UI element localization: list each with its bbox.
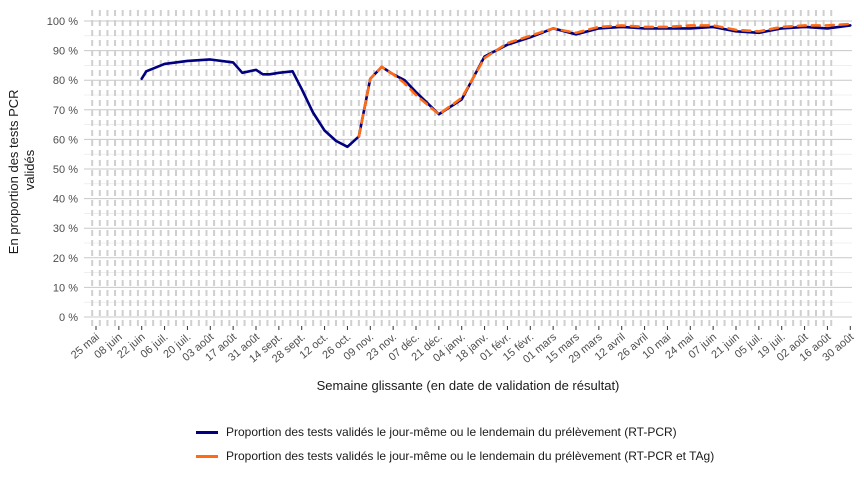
series-line-rtpcr bbox=[140, 24, 852, 149]
legend-item-rtpcr: Proportion des tests validés le jour-mêm… bbox=[196, 420, 714, 444]
y-tick-label: 10 % bbox=[53, 282, 78, 294]
series-layer bbox=[140, 22, 852, 149]
y-tick-label: 90 % bbox=[53, 46, 78, 58]
y-tick-label: 60 % bbox=[53, 134, 78, 146]
y-tick-label: 100 % bbox=[47, 16, 78, 28]
y-tick-label: 70 % bbox=[53, 105, 78, 117]
legend-swatch-rtpcr-tag bbox=[196, 454, 218, 458]
y-tick-label: 80 % bbox=[53, 75, 78, 87]
line-chart: 0 % 10 % 20 % 30 % 40 % 50 % 60 % 70 % 80 % 90 % 1… bbox=[6, 10, 856, 393]
y-axis-title: En proportion des tests PCR validés bbox=[6, 86, 37, 254]
y-tick-label: 0 % bbox=[59, 312, 78, 324]
legend-swatch-rtpcr bbox=[196, 430, 218, 434]
y-tick-label: 20 % bbox=[53, 253, 78, 265]
y-tick-label: 50 % bbox=[53, 164, 78, 176]
legend: Proportion des tests validés le jour-mêm… bbox=[196, 420, 714, 468]
x-axis-title: Semaine glissante (en date de validation… bbox=[317, 378, 620, 393]
series-line-rtpcr-tag bbox=[357, 22, 852, 138]
legend-label-rtpcr: Proportion des tests validés le jour-mêm… bbox=[226, 425, 677, 439]
y-tick-label: 40 % bbox=[53, 194, 78, 206]
grid-layer bbox=[84, 10, 852, 326]
y-tick-label: 30 % bbox=[53, 223, 78, 235]
legend-label-rtpcr-tag: Proportion des tests validés le jour-mêm… bbox=[226, 449, 715, 463]
legend-item-rtpcr-tag: Proportion des tests validés le jour-mêm… bbox=[196, 444, 714, 468]
y-axis-title-line1: En proportion des tests PCR validés bbox=[6, 86, 37, 254]
